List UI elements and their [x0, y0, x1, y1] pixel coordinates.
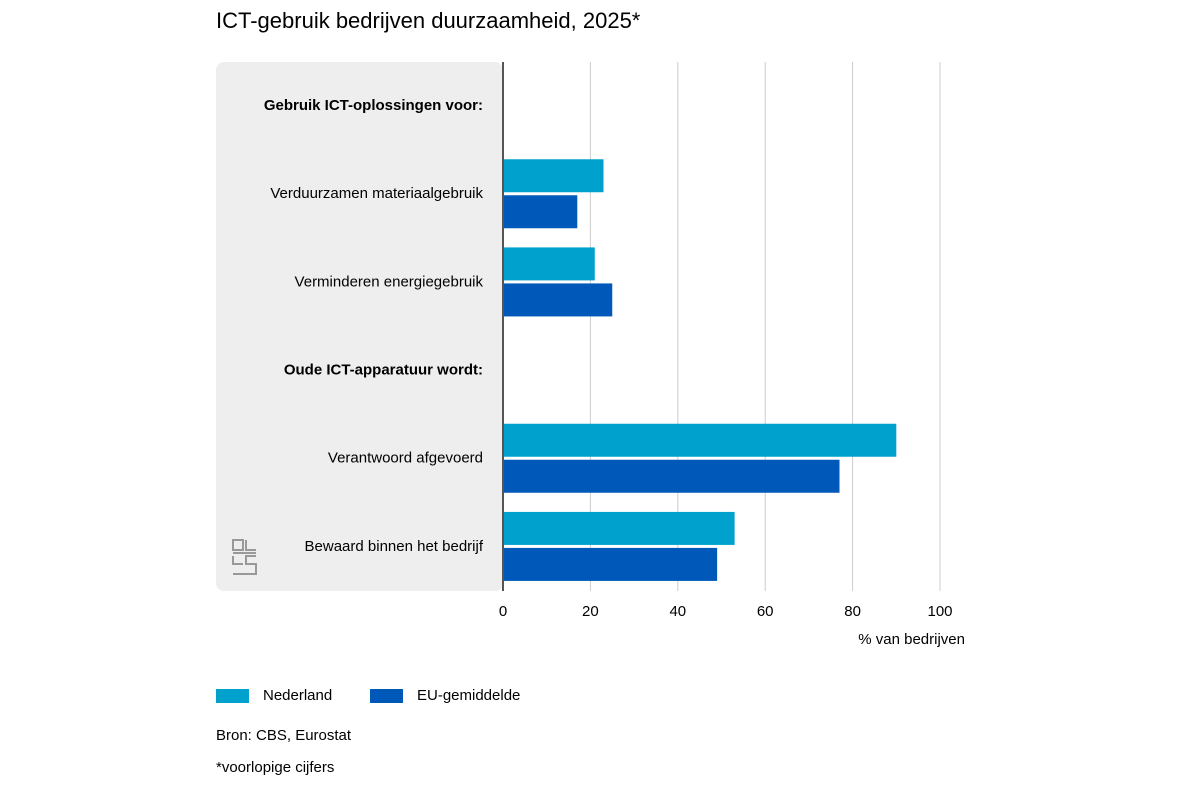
- legend-label: EU-gemiddelde: [417, 687, 520, 704]
- bar: [503, 159, 604, 193]
- bar: [503, 511, 735, 545]
- bar: [503, 195, 578, 229]
- x-tick-label: 80: [844, 603, 861, 620]
- y-tick-label: Verantwoord afgevoerd: [328, 450, 483, 467]
- y-tick-label: Verminderen energiegebruik: [295, 273, 484, 290]
- bar: [503, 247, 595, 281]
- y-tick-label: Verduurzamen materiaalgebruik: [270, 185, 483, 202]
- legend-label: Nederland: [263, 687, 332, 704]
- y-tick-label: Bewaard binnen het bedrijf: [305, 538, 484, 555]
- label-panel: [216, 62, 503, 591]
- x-tick-label: 20: [582, 603, 599, 620]
- legend-swatch: [216, 689, 249, 703]
- x-tick-label: 100: [927, 603, 952, 620]
- x-tick-label: 0: [499, 603, 507, 620]
- bar: [503, 423, 897, 457]
- y-tick-label: Gebruik ICT-oplossingen voor:: [264, 97, 483, 114]
- bar: [503, 283, 613, 317]
- bar: [503, 459, 840, 493]
- x-tick-label: 40: [669, 603, 686, 620]
- note: *voorlopige cijfers: [216, 759, 334, 776]
- cbs-logo: [232, 539, 257, 575]
- legend-swatch: [370, 689, 403, 703]
- bar: [503, 547, 718, 581]
- x-axis-label: % van bedrijven: [858, 631, 965, 648]
- y-tick-label: Oude ICT-apparatuur wordt:: [284, 362, 483, 379]
- chart-title: ICT-gebruik bedrijven duurzaamheid, 2025…: [216, 8, 641, 33]
- x-tick-label: 60: [757, 603, 774, 620]
- source: Bron: CBS, Eurostat: [216, 727, 352, 744]
